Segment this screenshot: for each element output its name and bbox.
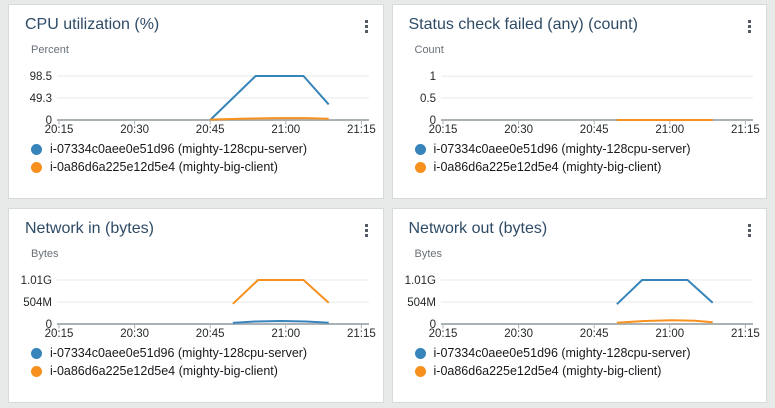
legend-item-server[interactable]: i-07334c0aee0e51d96 (mighty-128cpu-serve… [31,344,373,362]
svg-text:20:30: 20:30 [120,124,149,136]
svg-text:21:00: 21:00 [271,328,300,340]
widget-header: CPU utilization (%) [9,5,383,37]
svg-text:504M: 504M [407,297,436,309]
y-axis-unit-label: Bytes [31,248,59,260]
svg-text:1.01G: 1.01G [404,275,435,287]
widget-network-in: Network in (bytes) Bytes 0 504M 1.01G 20:15… [8,208,384,403]
legend-dot-orange-icon [414,161,426,173]
legend-item-server[interactable]: i-07334c0aee0e51d96 (mighty-128cpu-serve… [31,140,373,158]
svg-text:20:45: 20:45 [579,124,608,136]
legend-dot-orange-icon [414,365,426,377]
line-chart-network-out[interactable]: 0 504M 1.01G 20:15 20:30 20:45 21:00 21:15 [397,262,761,340]
widget-title: Status check failed (any) (count) [408,16,638,33]
chart-legend: i-07334c0aee0e51d96 (mighty-128cpu-serve… [9,136,383,176]
kebab-menu-icon[interactable] [360,16,373,37]
svg-text:21:00: 21:00 [655,328,684,340]
y-axis-unit-label: Bytes [414,248,443,260]
svg-text:20:30: 20:30 [504,124,533,136]
svg-text:0.5: 0.5 [420,93,436,105]
legend-dot-blue-icon [31,347,42,359]
svg-text:20:30: 20:30 [504,328,533,340]
legend-item-client[interactable]: i-0a86d6a225e12d5e4 (mighty-big-client) [414,362,757,380]
svg-text:20:15: 20:15 [428,124,457,136]
svg-text:21:15: 21:15 [731,328,760,340]
svg-text:20:15: 20:15 [45,124,74,136]
svg-text:20:45: 20:45 [196,328,225,340]
legend-label: i-0a86d6a225e12d5e4 (mighty-big-client) [50,364,278,378]
y-axis-unit-label: Count [414,44,444,56]
legend-item-client[interactable]: i-0a86d6a225e12d5e4 (mighty-big-client) [31,362,373,380]
chart-legend: i-07334c0aee0e51d96 (mighty-128cpu-serve… [393,340,767,380]
svg-text:1: 1 [429,71,435,83]
legend-label: i-0a86d6a225e12d5e4 (mighty-big-client) [433,364,662,378]
line-chart-network-in[interactable]: 0 504M 1.01G 20:15 20:30 20:45 21:00 21:15 [13,262,377,340]
legend-dot-blue-icon [31,143,42,155]
legend-label: i-0a86d6a225e12d5e4 (mighty-big-client) [433,160,662,174]
widget-status-check-failed: Status check failed (any) (count) Count … [391,4,767,199]
svg-text:20:15: 20:15 [45,328,74,340]
widget-network-out: Network out (bytes) Bytes 0 504M 1.01G 20:1… [391,208,767,403]
svg-text:0: 0 [429,115,435,127]
kebab-menu-icon[interactable] [360,220,373,241]
widget-header: Status check failed (any) (count) [393,5,767,37]
svg-text:20:45: 20:45 [579,328,608,340]
legend-label: i-0a86d6a225e12d5e4 (mighty-big-client) [50,160,278,174]
y-axis-unit-label: Percent [31,44,69,56]
widget-title: Network in (bytes) [25,220,154,237]
svg-text:21:00: 21:00 [271,124,300,136]
svg-text:20:30: 20:30 [120,328,149,340]
svg-text:0: 0 [46,115,52,127]
legend-dot-orange-icon [31,365,42,377]
svg-text:21:15: 21:15 [731,124,760,136]
legend-item-server[interactable]: i-07334c0aee0e51d96 (mighty-128cpu-serve… [414,344,757,362]
svg-text:1.01G: 1.01G [21,275,52,287]
svg-text:504M: 504M [23,297,52,309]
widget-cpu-utilization: CPU utilization (%) Percent 0 49.3 98.5 20:… [8,4,384,199]
legend-label: i-07334c0aee0e51d96 (mighty-128cpu-serve… [433,142,691,156]
svg-text:21:15: 21:15 [347,328,376,340]
legend-item-server[interactable]: i-07334c0aee0e51d96 (mighty-128cpu-serve… [414,140,757,158]
chart-legend: i-07334c0aee0e51d96 (mighty-128cpu-serve… [9,340,383,380]
widget-header: Network in (bytes) [9,209,383,241]
svg-text:21:15: 21:15 [347,124,376,136]
svg-text:0: 0 [429,319,435,331]
legend-dot-blue-icon [414,347,426,359]
svg-text:0: 0 [46,319,52,331]
svg-text:21:00: 21:00 [655,124,684,136]
chart-legend: i-07334c0aee0e51d96 (mighty-128cpu-serve… [393,136,767,176]
svg-text:98.5: 98.5 [30,71,52,83]
widget-header: Network out (bytes) [393,209,767,241]
legend-dot-orange-icon [31,161,42,173]
legend-label: i-07334c0aee0e51d96 (mighty-128cpu-serve… [50,142,308,156]
svg-text:20:45: 20:45 [196,124,225,136]
legend-label: i-07334c0aee0e51d96 (mighty-128cpu-serve… [433,346,691,360]
line-chart-status-check-failed[interactable]: 0 0.5 1 20:15 20:30 20:45 21:00 21:15 [397,58,761,136]
legend-dot-blue-icon [414,143,426,155]
svg-text:20:15: 20:15 [428,328,457,340]
widget-title: Network out (bytes) [408,220,548,237]
line-chart-cpu-utilization[interactable]: 0 49.3 98.5 20:15 20:30 20:45 21:00 21:15 [13,58,377,136]
kebab-menu-icon[interactable] [743,16,756,37]
kebab-menu-icon[interactable] [743,220,756,241]
legend-label: i-07334c0aee0e51d96 (mighty-128cpu-serve… [50,346,308,360]
legend-item-client[interactable]: i-0a86d6a225e12d5e4 (mighty-big-client) [31,158,373,176]
widget-title: CPU utilization (%) [25,16,160,33]
svg-text:49.3: 49.3 [30,93,52,105]
legend-item-client[interactable]: i-0a86d6a225e12d5e4 (mighty-big-client) [414,158,757,176]
